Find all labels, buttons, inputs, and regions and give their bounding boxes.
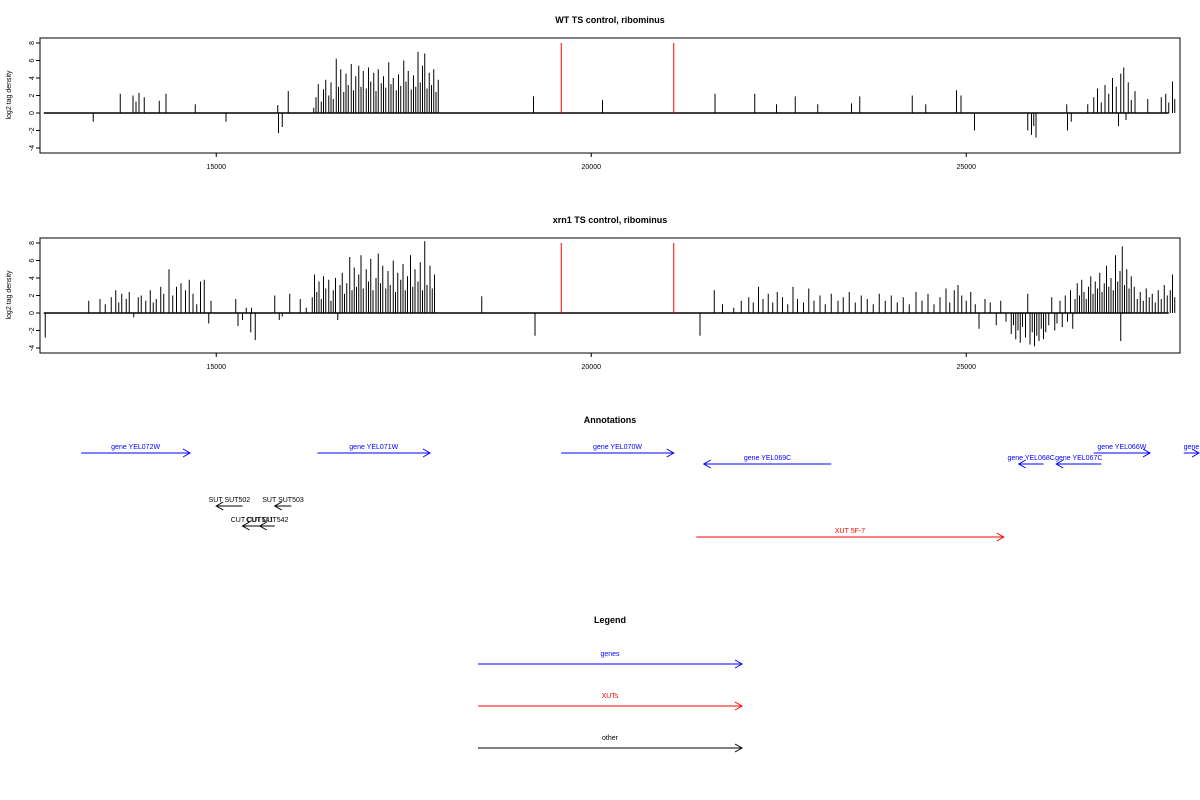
feature-arrow bbox=[1055, 459, 1102, 469]
wt-bars bbox=[43, 51, 1176, 138]
arrow-head bbox=[1142, 448, 1152, 458]
feature-label: gene bbox=[1184, 444, 1200, 451]
annotation-features: gene YEL072W gene YEL071W gene YEL070W gene… bbox=[81, 444, 1200, 542]
legend-arrow bbox=[478, 659, 744, 669]
arrow-head bbox=[258, 521, 267, 531]
xrn1-track-ylabel: log2 tag density bbox=[6, 270, 13, 320]
arrow-head bbox=[702, 459, 711, 469]
arrow-head bbox=[734, 701, 744, 711]
xrn1-markers bbox=[560, 243, 675, 313]
arrow-head bbox=[215, 501, 224, 511]
y-tick-label: 4 bbox=[29, 276, 36, 280]
y-tick-label: 0 bbox=[29, 111, 36, 115]
wt-markers bbox=[560, 43, 675, 113]
y-tick-label: -2 bbox=[29, 327, 36, 333]
feature-label: SUT SUT503 bbox=[262, 497, 304, 504]
y-tick-label: -4 bbox=[29, 345, 36, 351]
feature-arrow bbox=[258, 521, 275, 531]
legend-items: genes XUTs other bbox=[478, 651, 744, 753]
arrow-head bbox=[996, 532, 1005, 542]
arrow-head bbox=[422, 448, 432, 458]
feature-label: gene YEL066W bbox=[1097, 444, 1146, 451]
arrow-head bbox=[1017, 459, 1026, 469]
y-tick-label: 2 bbox=[29, 293, 36, 297]
xrn1-bars bbox=[43, 241, 1176, 347]
legend-label: genes bbox=[600, 651, 620, 658]
y-tick-label: -4 bbox=[29, 145, 36, 151]
arrow-head bbox=[1191, 448, 1200, 458]
feature-label: XUT 5F-7 bbox=[835, 528, 865, 535]
annotations-title: Annotations bbox=[584, 415, 637, 425]
x-tick-label: 20000 bbox=[582, 364, 602, 371]
feature-arrow bbox=[273, 501, 292, 511]
wt-track-title: WT TS control, ribominus bbox=[555, 15, 665, 25]
arrow-head bbox=[241, 521, 250, 531]
y-tick-label: 4 bbox=[29, 76, 36, 80]
wt-axes: -4 -2 0 2 4 6 8 15000 20000 25000 bbox=[29, 41, 976, 171]
feature-arrow bbox=[1017, 459, 1044, 469]
annotations-panel: Annotations gene YEL072W gene YEL071W gene… bbox=[81, 415, 1200, 542]
feature-label: gene YEL072W bbox=[111, 444, 160, 451]
arrow-head bbox=[1055, 459, 1064, 469]
x-tick-label: 20000 bbox=[582, 164, 602, 171]
legend-arrow bbox=[478, 743, 744, 753]
feature-label: gene YEL069C bbox=[744, 455, 791, 462]
y-tick-label: 6 bbox=[29, 58, 36, 62]
arrow-head bbox=[182, 448, 192, 458]
arrow-head bbox=[734, 659, 744, 669]
xrn1-axes: -4 -2 0 2 4 6 8 15000 20000 25000 bbox=[29, 241, 976, 371]
arrow-head bbox=[734, 743, 744, 753]
y-tick-label: 8 bbox=[29, 241, 36, 245]
feature-label: CUT CUT542 bbox=[246, 517, 288, 524]
legend-panel: Legend genes XUTs other bbox=[478, 615, 744, 753]
x-tick-label: 25000 bbox=[957, 364, 977, 371]
y-tick-label: -2 bbox=[29, 127, 36, 133]
feature-label: SUT SUT502 bbox=[209, 497, 251, 504]
feature-arrow bbox=[696, 532, 1005, 542]
x-tick-label: 15000 bbox=[207, 364, 227, 371]
xrn1-track-title: xrn1 TS control, ribominus bbox=[553, 215, 668, 225]
legend-label: other bbox=[602, 735, 619, 742]
arrow-head bbox=[273, 501, 282, 511]
legend-arrow bbox=[478, 701, 744, 711]
feature-label: gene YEL067C bbox=[1055, 455, 1102, 462]
y-tick-label: 8 bbox=[29, 41, 36, 45]
legend-label: XUTs bbox=[602, 693, 619, 700]
legend-title: Legend bbox=[594, 615, 626, 625]
xrn1-track-panel: xrn1 TS control, ribominus log2 tag dens… bbox=[6, 215, 1181, 371]
y-tick-label: 0 bbox=[29, 311, 36, 315]
feature-arrow bbox=[702, 459, 832, 469]
wt-track-panel: WT TS control, ribominus log2 tag densit… bbox=[6, 15, 1181, 171]
y-tick-label: 6 bbox=[29, 258, 36, 262]
x-tick-label: 25000 bbox=[957, 164, 977, 171]
arrow-head bbox=[666, 448, 675, 458]
y-tick-label: 2 bbox=[29, 93, 36, 97]
feature-label: gene YEL071W bbox=[349, 444, 398, 451]
wt-track-ylabel: log2 tag density bbox=[6, 70, 13, 120]
feature-label: gene YEL070W bbox=[593, 444, 642, 451]
feature-arrow bbox=[317, 448, 432, 458]
wt-plot-frame bbox=[39, 37, 1181, 154]
xrn1-plot-frame bbox=[39, 237, 1181, 354]
feature-label: gene YEL068C bbox=[1007, 455, 1054, 462]
feature-arrow bbox=[215, 501, 243, 511]
feature-arrow bbox=[81, 448, 192, 458]
feature-label: CUT CUT541 bbox=[231, 517, 273, 524]
feature-arrow bbox=[561, 448, 675, 458]
feature-arrow bbox=[241, 521, 262, 531]
feature-arrow bbox=[1183, 448, 1200, 458]
feature-arrow bbox=[1093, 448, 1152, 458]
x-tick-label: 15000 bbox=[207, 164, 227, 171]
